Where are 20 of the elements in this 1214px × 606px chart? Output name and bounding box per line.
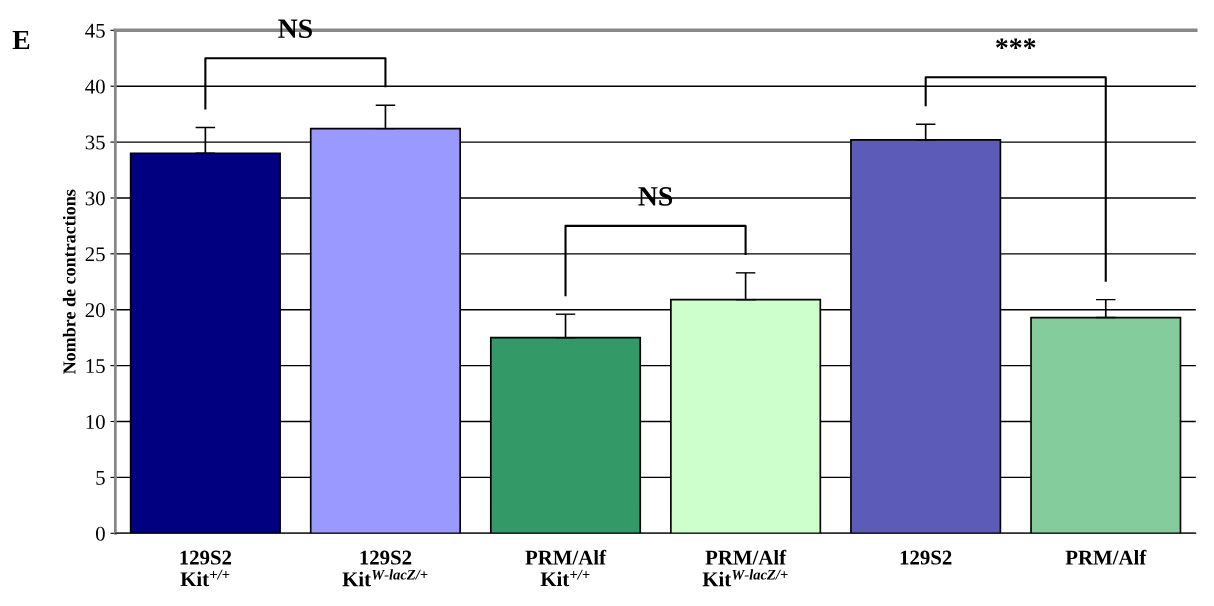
- x-tick-label: 129S2: [900, 550, 952, 565]
- x-tick-label: 129S2 Kit$^{W-lacZ/+}$: [342, 550, 428, 587]
- y-tick-label: 10: [86, 414, 105, 429]
- y-tick-label: 35: [85, 135, 105, 150]
- y-tick-label: 45: [85, 23, 105, 38]
- annotation: NS: [278, 19, 312, 39]
- y-axis-title: Nombre de contractions: [62, 189, 76, 375]
- x-tick-label: PRM/Alf: [1065, 549, 1147, 565]
- x-tick-label: 129S2 Kit$^{+/+}$: [180, 550, 232, 587]
- y-tick-label: 30: [85, 191, 105, 206]
- y-tick-label: 20: [85, 303, 105, 318]
- annotation: ***: [996, 38, 1036, 49]
- x-tick-label: PRM/Alf Kit$^{W-lacZ/+}$: [702, 549, 788, 587]
- y-tick-label: 25: [85, 247, 105, 262]
- y-tick-label: 5: [96, 470, 105, 485]
- y-tick-label: 0: [95, 526, 105, 541]
- y-tick-label: 40: [85, 79, 105, 94]
- y-tick-label: 15: [86, 359, 105, 374]
- x-tick-label: PRM/Alf Kit$^{+/+}$: [525, 549, 607, 587]
- text: E: [12, 30, 30, 50]
